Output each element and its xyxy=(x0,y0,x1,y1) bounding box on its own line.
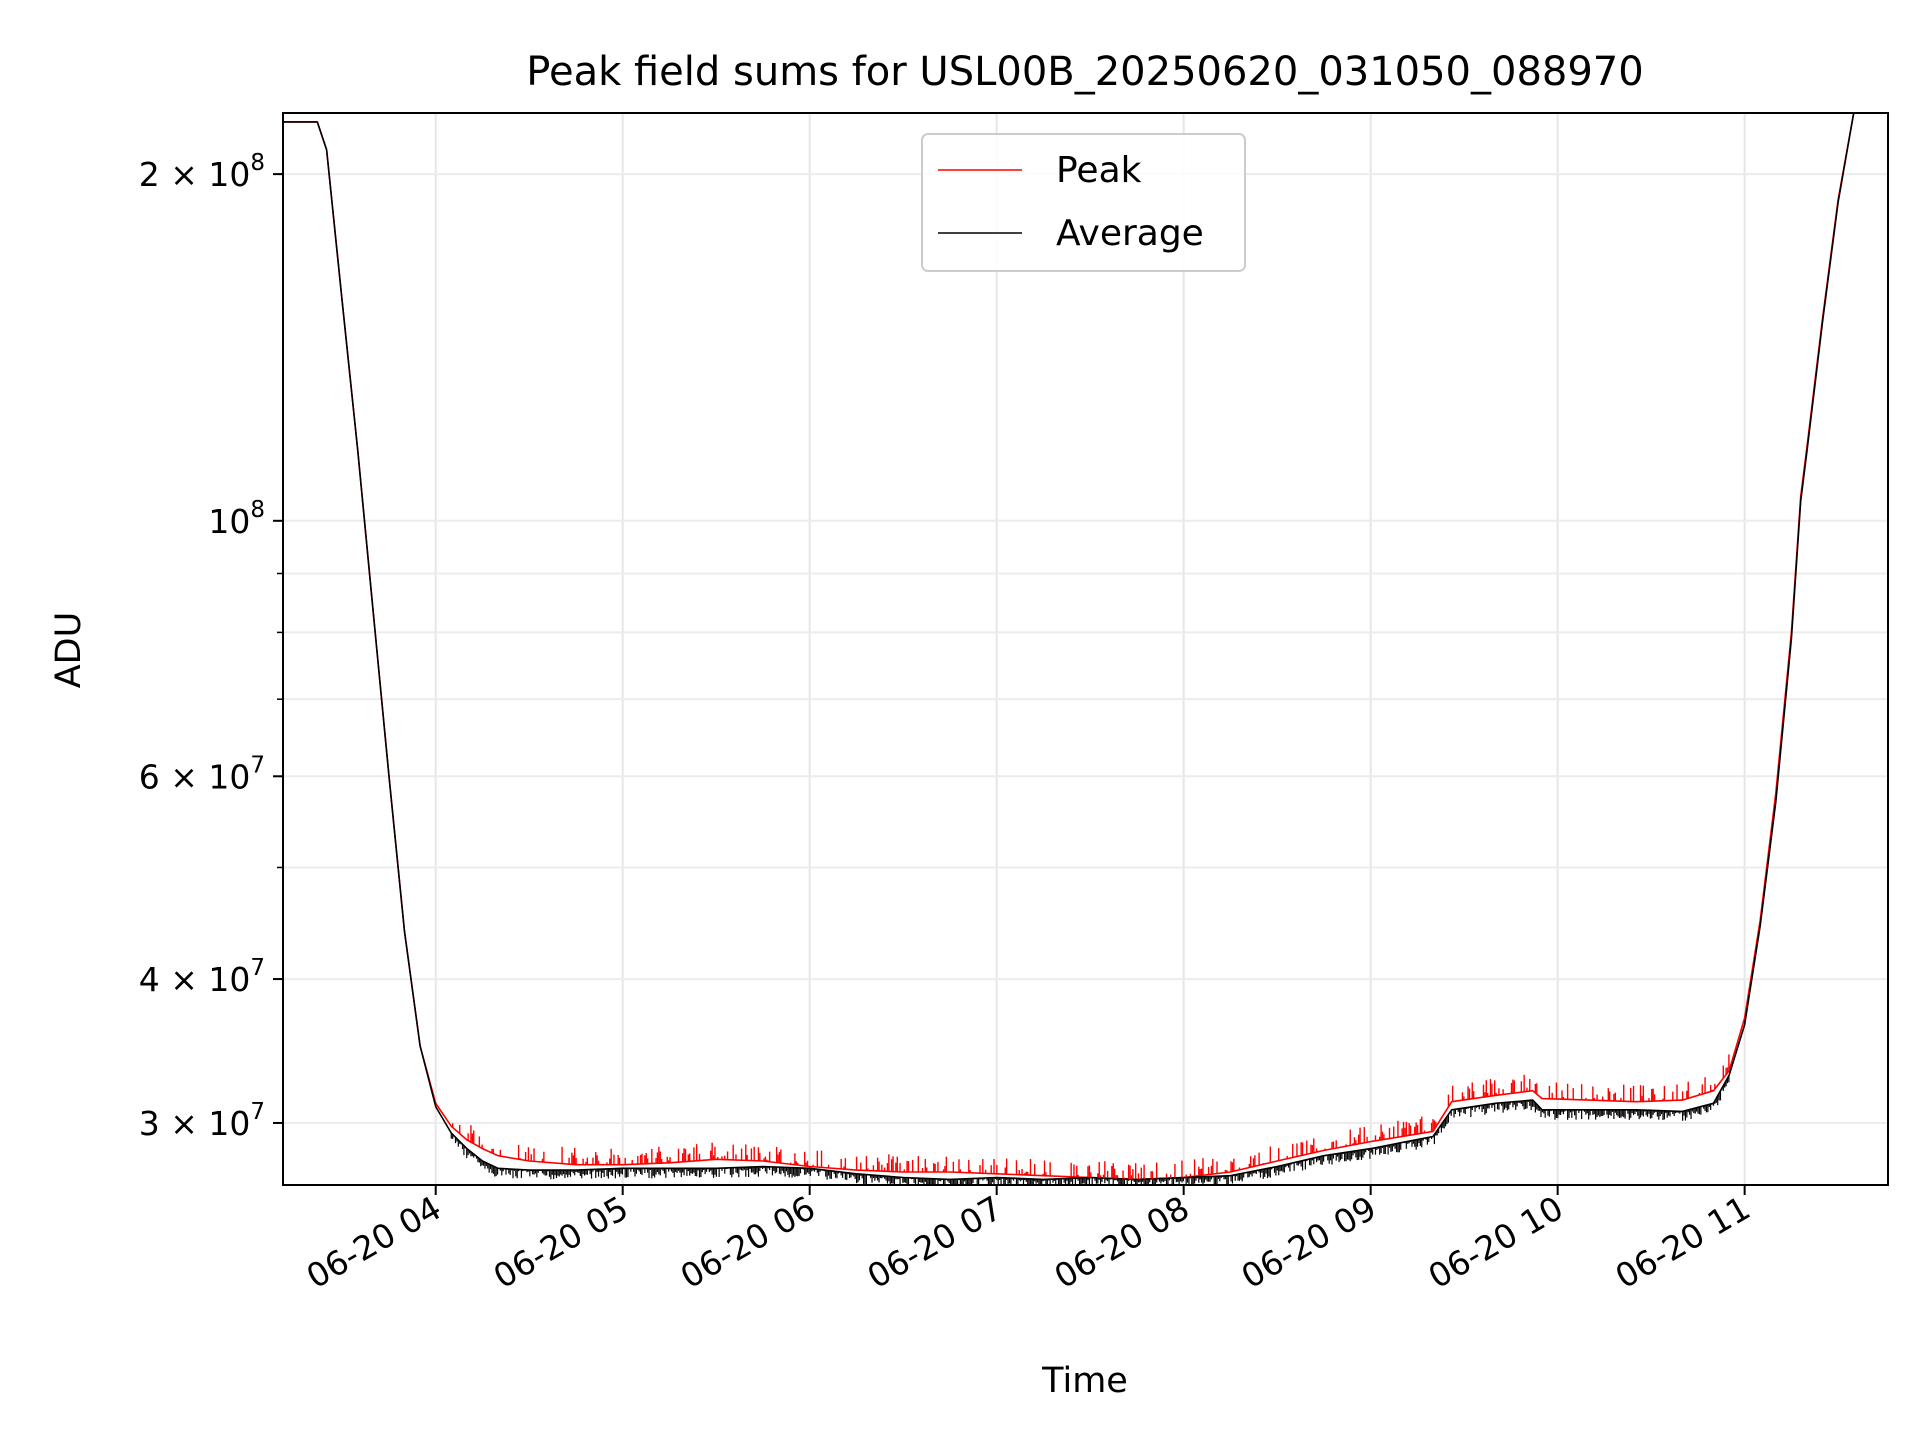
tick-marks xyxy=(273,173,1746,1195)
y-tick-label: 6 × 107 xyxy=(139,752,265,796)
y-tick-label: 2 × 108 xyxy=(139,150,265,194)
legend-box xyxy=(921,133,1246,272)
legend-label-peak: Peak xyxy=(1056,150,1142,191)
y-axis-label: ADU xyxy=(49,612,89,689)
plot-frame xyxy=(282,112,1889,1186)
grid-lines xyxy=(283,113,1888,1185)
legend-label-average: Average xyxy=(1056,213,1204,254)
y-tick-label: 108 xyxy=(208,497,265,541)
plot-area xyxy=(273,112,1889,1195)
average-noise xyxy=(450,1075,1730,1185)
chart-title: Peak field sums for USL00B_20250620_0310… xyxy=(526,49,1643,95)
y-tick-label: 4 × 107 xyxy=(139,955,265,999)
y-tick-label: 3 × 107 xyxy=(139,1099,265,1143)
peak-noise xyxy=(451,1054,1730,1180)
series-layer xyxy=(283,113,1855,1185)
plot-background xyxy=(283,113,1888,1185)
x-axis-label: Time xyxy=(1041,1361,1128,1401)
legend: Peak Average xyxy=(921,133,1246,272)
